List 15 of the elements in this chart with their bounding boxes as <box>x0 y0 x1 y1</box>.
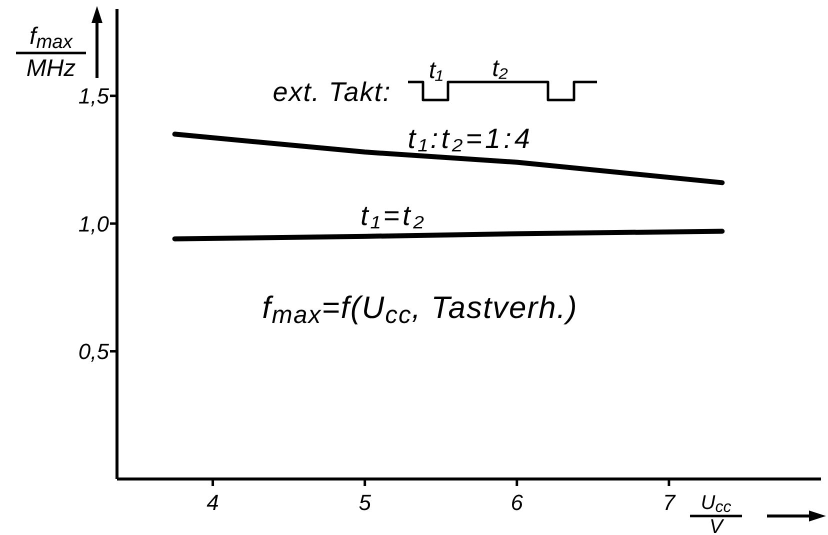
y-axis-title: f$_{max}$ MHz <box>26 23 76 82</box>
x-tick-label: 6 <box>510 490 524 515</box>
series-label: t₁:t₂=1:4 <box>408 123 533 154</box>
y-tick-label: 1,0 <box>78 211 110 236</box>
annotation: ext. Takt: <box>272 77 392 107</box>
y-tick-label: 0,5 <box>78 338 110 364</box>
x-tick-label: 5 <box>358 490 372 515</box>
x-axis-title: U$_{cc}$ V <box>700 492 732 535</box>
series-label: t₁=t₂ <box>360 200 427 231</box>
annotation: f$_{max}$=f(U$_{cc}$, Tastverh.) <box>262 290 578 329</box>
annotation: t₁ <box>428 57 444 84</box>
x-tick-label: 4 <box>206 490 219 515</box>
annotation: t₂ <box>492 55 508 82</box>
y-tick-label: 1,5 <box>78 84 110 109</box>
x-tick-label: 7 <box>662 490 676 515</box>
